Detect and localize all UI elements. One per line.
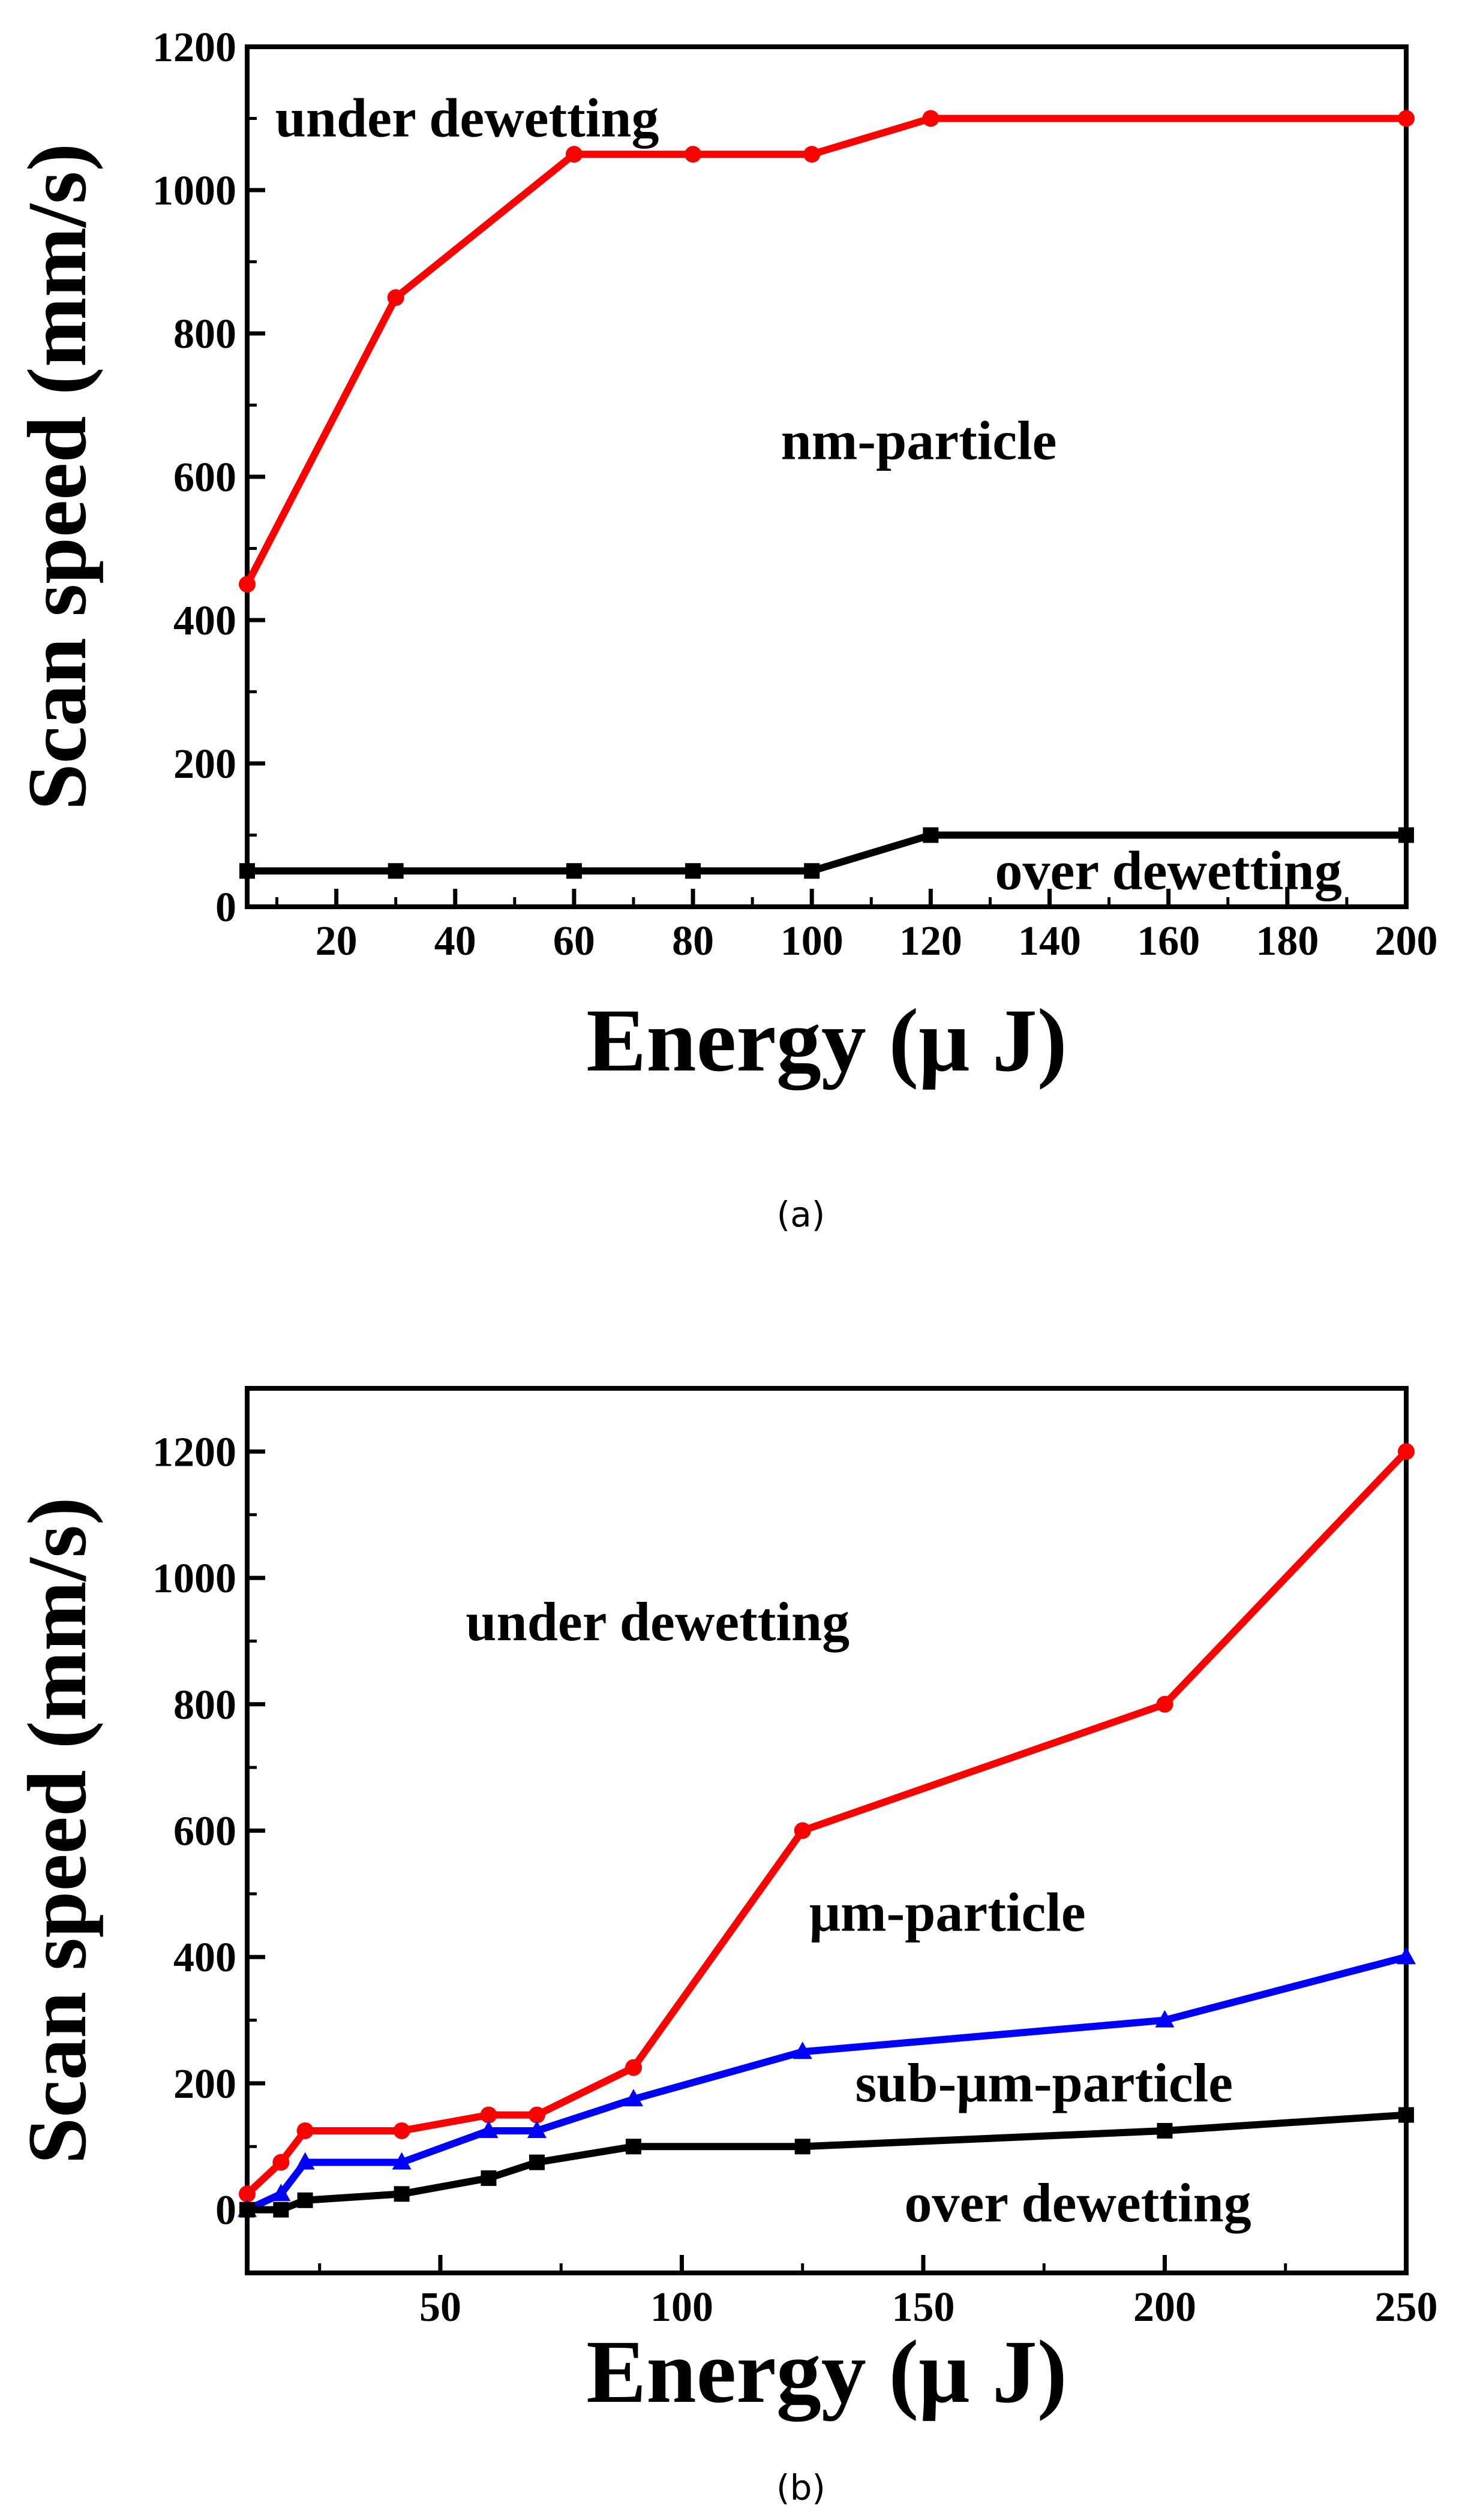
data-point — [1397, 1947, 1416, 1965]
y-tick-label: 1000 — [152, 1556, 236, 1602]
data-point — [394, 2186, 410, 2202]
series-line — [245, 1953, 1407, 2214]
data-point — [239, 2185, 256, 2203]
y-tick-label: 0 — [215, 885, 236, 931]
chart-panel-a: 20 40 60 80 100 120 140 160 180 200 0 200 400 600 800 1… — [11, 25, 1438, 1235]
data-point — [685, 146, 702, 163]
region-label: over dewetting — [904, 2172, 1251, 2233]
y-tick-label: 800 — [173, 1682, 236, 1728]
region-label: under dewetting — [466, 1591, 849, 1652]
data-point — [624, 2089, 643, 2107]
region-label: sub-μm-particle — [855, 2052, 1233, 2113]
data-point — [387, 289, 404, 306]
data-point — [527, 2120, 547, 2138]
data-point — [296, 2122, 314, 2139]
data-point — [529, 2154, 545, 2170]
x-tick-label: 160 — [1137, 918, 1200, 964]
y-axis-label: Scan speed (mm/s) — [11, 1497, 104, 2164]
y-tick-label: 400 — [173, 598, 236, 644]
data-point — [1398, 827, 1414, 843]
data-point — [625, 2059, 642, 2076]
data-point — [685, 863, 701, 879]
plot-frame — [245, 1386, 1409, 2275]
x-tick-label: 20 — [316, 918, 358, 964]
data-point — [566, 863, 582, 879]
panel-caption: (b) — [776, 2467, 825, 2508]
data-point — [804, 863, 820, 879]
data-point — [392, 2152, 412, 2170]
x-axis-label: Energy (μ J) — [586, 991, 1067, 1090]
x-tick-label: 60 — [553, 918, 595, 964]
data-point — [529, 2106, 545, 2124]
data-point — [794, 2139, 810, 2155]
y-tick-label: 600 — [173, 455, 236, 501]
data-point — [388, 863, 404, 879]
x-tick-label: 250 — [1375, 2284, 1438, 2330]
data-point — [1398, 110, 1415, 127]
data-point — [1155, 2010, 1175, 2028]
data-point — [792, 2041, 812, 2059]
data-point — [922, 110, 939, 127]
data-point — [626, 2139, 641, 2155]
y-tick-label: 800 — [173, 311, 236, 357]
region-label: over dewetting — [995, 840, 1342, 901]
data-point — [271, 2184, 291, 2202]
y-axis-label: Scan speed (mm/s) — [11, 143, 104, 810]
chart-panel-b: 50 100 150 200 250 0 200 400 600 800 1000 1200 under… — [11, 1386, 1438, 2508]
data-point — [481, 2170, 497, 2186]
x-tick-label: 80 — [672, 918, 714, 964]
data-point — [803, 146, 821, 163]
region-label: nm-particle — [781, 410, 1057, 471]
data-point — [794, 1822, 811, 1839]
data-point — [479, 2120, 499, 2138]
data-point — [1156, 1695, 1173, 1713]
x-tick-label: 100 — [650, 2284, 713, 2330]
x-tick-label: 150 — [892, 2284, 955, 2330]
data-point — [393, 2122, 410, 2139]
y-tick-label: 1200 — [152, 1429, 236, 1475]
x-axis-label: Energy (μ J) — [586, 2322, 1067, 2422]
data-point — [239, 2202, 255, 2218]
data-point — [565, 146, 583, 163]
data-point — [1157, 2122, 1173, 2139]
data-point — [295, 2152, 315, 2170]
x-tick-label: 120 — [899, 918, 962, 964]
region-label: μm-particle — [809, 1881, 1086, 1942]
x-tick-label: 200 — [1375, 918, 1438, 964]
series-line — [244, 1449, 1409, 2197]
plot-frame — [245, 44, 1409, 909]
data-point — [297, 2192, 313, 2208]
region-label: under dewetting — [275, 88, 659, 149]
x-tick-label: 200 — [1133, 2284, 1196, 2330]
y-tick-label: 400 — [173, 1935, 236, 1981]
series-line — [244, 115, 1406, 587]
data-point — [239, 863, 255, 879]
y-tick-label: 200 — [173, 2061, 236, 2107]
y-tick-label: 0 — [215, 2188, 236, 2234]
data-point — [480, 2106, 497, 2124]
data-point — [272, 2154, 290, 2171]
series-line — [247, 2111, 1407, 2214]
panel-caption: (a) — [777, 1194, 825, 1235]
y-tick-label: 600 — [173, 1809, 236, 1855]
x-tick-label: 100 — [780, 918, 843, 964]
x-tick-label: 180 — [1256, 918, 1319, 964]
x-tick-label: 50 — [419, 2284, 461, 2330]
y-tick-label: 1200 — [152, 25, 236, 71]
data-point — [923, 827, 939, 843]
x-tick-label: 140 — [1018, 918, 1081, 964]
x-tick-label: 40 — [434, 918, 476, 964]
data-point — [273, 2202, 289, 2218]
data-point — [239, 576, 256, 593]
data-point — [1398, 1443, 1415, 1460]
y-tick-label: 1000 — [152, 168, 236, 214]
data-point — [1398, 2107, 1414, 2123]
y-tick-label: 200 — [173, 741, 236, 787]
